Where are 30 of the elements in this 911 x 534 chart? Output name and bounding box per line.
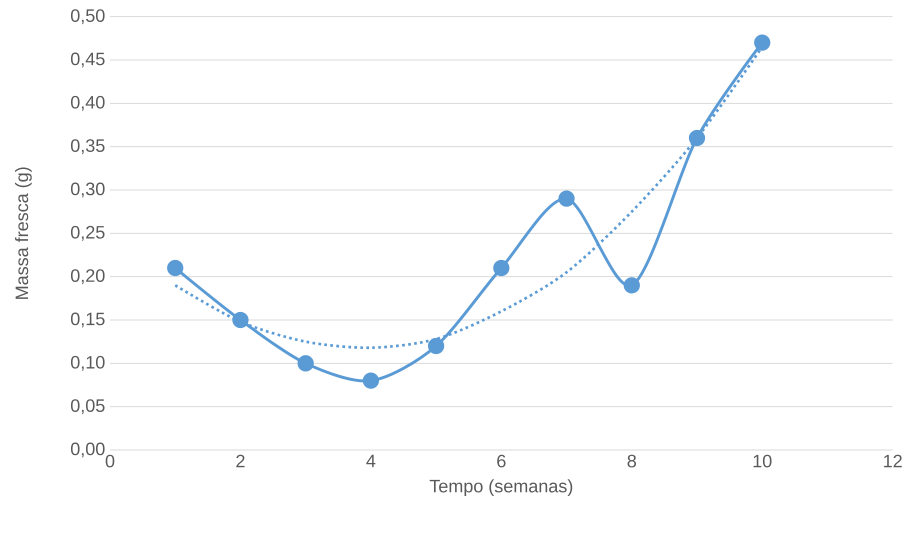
point	[298, 355, 314, 372]
x-tick-label: 8	[628, 454, 636, 468]
point	[624, 277, 640, 294]
x-tick-label: 2	[236, 454, 245, 468]
y-tick-label: 0,45	[70, 52, 105, 68]
y-tick-label: 0,20	[70, 269, 105, 284]
point	[688, 130, 706, 146]
x-tick-label: 0	[106, 454, 114, 468]
x-tick-label: 10	[754, 454, 772, 468]
point	[754, 34, 770, 51]
x-tick-label: 12	[884, 454, 902, 468]
y-tick-label: 0,00	[70, 442, 105, 458]
y-tick-label: 0,30	[70, 182, 105, 198]
x-axis-title: Tempo (semanas)	[430, 479, 572, 496]
y-axis-title: Massa fresca (g)	[14, 167, 32, 299]
point	[493, 260, 510, 276]
y-tick-label: 0,35	[70, 139, 105, 154]
y-tick-label: 0,25	[70, 226, 105, 241]
x-tick-label: 6	[497, 454, 506, 468]
y-tick-label: 0,40	[70, 96, 105, 111]
y-tick-label: 0,10	[70, 356, 105, 371]
y-tick-label: 0,15	[70, 312, 105, 328]
point	[167, 260, 184, 276]
y-tick-label: 0,50	[70, 9, 105, 24]
y-tick-label: 0,05	[70, 399, 105, 414]
point	[558, 190, 575, 207]
point	[428, 338, 444, 354]
x-tick-label: 4	[366, 454, 376, 468]
point	[362, 372, 380, 389]
point	[232, 312, 249, 328]
